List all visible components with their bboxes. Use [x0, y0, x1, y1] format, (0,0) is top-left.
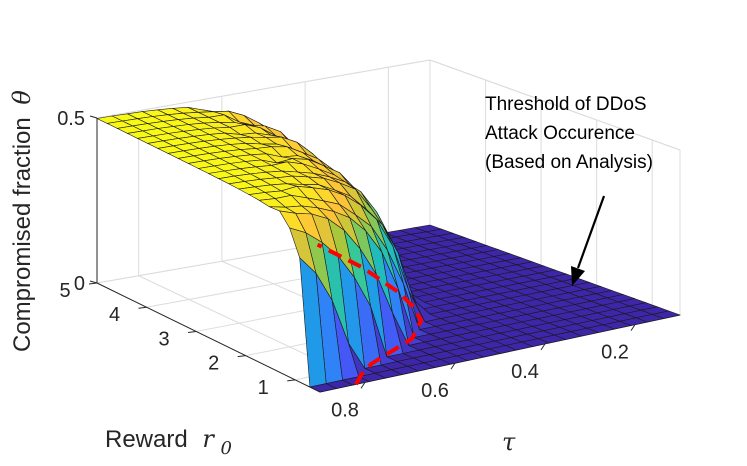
threshold-layer: [316, 242, 424, 386]
x-axis-label: τ: [502, 428, 516, 456]
tau-tick-label: 0.6: [421, 380, 449, 402]
tau-tick-label: 0.4: [511, 361, 539, 383]
annotation-line-2: Attack Occurence: [485, 123, 635, 144]
box-edge: [96, 59, 431, 119]
tau-tick-mark: [540, 343, 546, 351]
box-edge: [429, 59, 681, 151]
tau-tick-mark: [450, 362, 456, 370]
tick-layer: 0.2 0.4 0.6 0.8 1 2 3 4 5 0 0.5: [57, 108, 636, 421]
z-tick-label: 0.5: [57, 108, 85, 130]
r-tick-label: 4: [109, 304, 120, 326]
surface-layer: [96, 106, 682, 393]
y-axis-label: Reward r 0: [105, 425, 232, 459]
r-tick-mark: [237, 355, 246, 358]
z-axis-label: Compromised fraction θ: [8, 90, 36, 352]
tau-tick-label: 0.2: [601, 342, 629, 364]
annotation-line-1: Threshold of DDoS: [485, 94, 647, 115]
tau-tick-label: 0.8: [331, 399, 359, 421]
annotation-arrow-head: [571, 266, 585, 286]
tau-tick-mark: [630, 324, 636, 331]
threshold-curve: [316, 242, 424, 386]
z-tick-mark: [89, 115, 98, 119]
z-tick-label: 0: [74, 273, 85, 295]
r-tick-mark: [287, 379, 296, 382]
r-axis-line: [96, 282, 321, 393]
r-tick-label: 1: [258, 377, 269, 399]
r-tick-mark: [88, 282, 98, 285]
surface-patch: [308, 383, 338, 393]
z-tick-mark: [89, 280, 98, 284]
r-tick-label: 3: [159, 328, 170, 350]
tau-tick-mark: [360, 382, 366, 389]
r-tick-mark: [188, 330, 197, 333]
annotation-arrow-shaft: [576, 195, 606, 269]
r-tick-mark: [138, 306, 147, 309]
r-tick-label: 5: [59, 280, 70, 302]
r-tick-label: 2: [208, 353, 219, 375]
annotation-line-3: (Based on Analysis): [485, 152, 653, 173]
